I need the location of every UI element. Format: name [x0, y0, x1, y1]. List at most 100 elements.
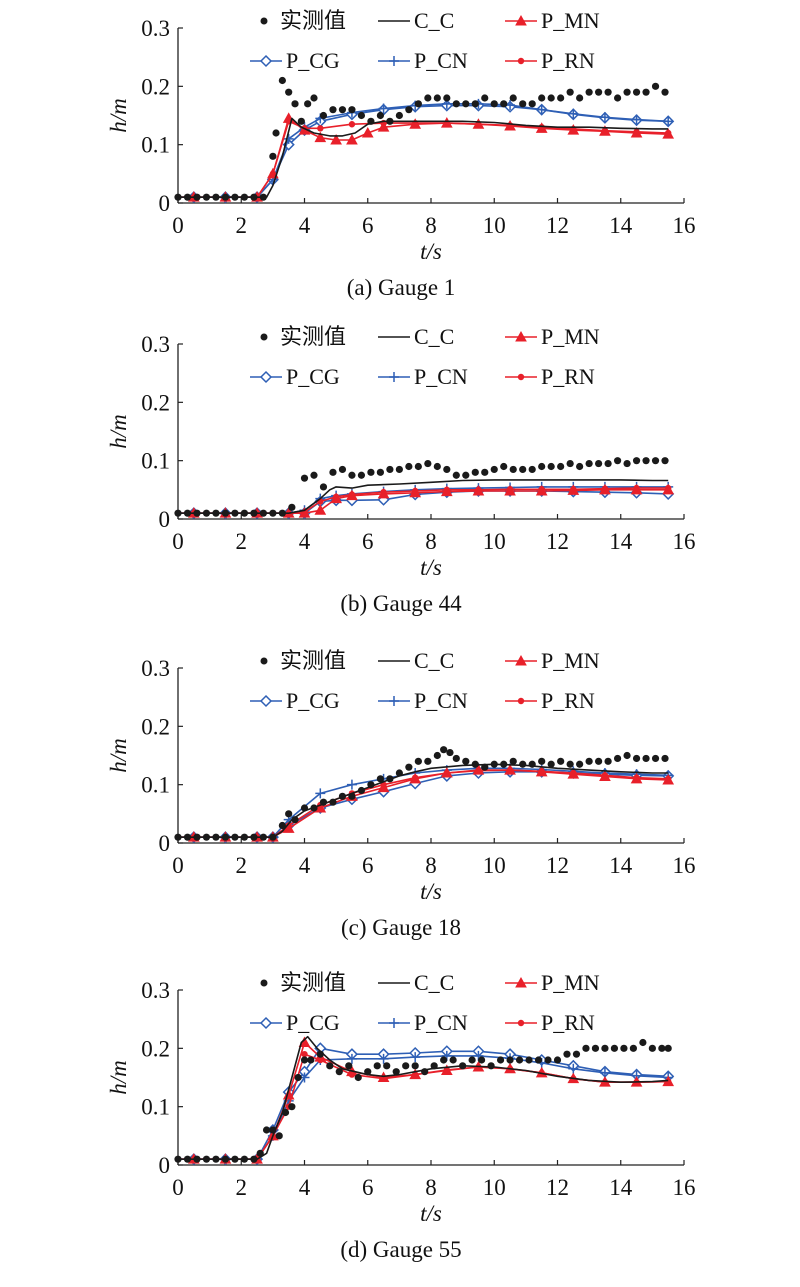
x-tick-label: 8	[425, 853, 437, 878]
series-marker-p_rn	[348, 121, 356, 128]
x-tick-label: 0	[172, 529, 184, 554]
measured-point	[212, 509, 220, 517]
measured-point	[291, 100, 299, 108]
measured-point	[572, 1050, 581, 1058]
measured-point	[430, 1062, 438, 1070]
measured-point	[446, 748, 454, 757]
measured-point	[632, 88, 641, 96]
series-marker-p_mn	[330, 492, 342, 504]
legend-label-pmn: P_MN	[541, 8, 600, 33]
measured-point	[613, 457, 622, 465]
legend-label-pcn: P_CN	[414, 688, 468, 713]
measured-point	[500, 100, 508, 108]
series-line-p_cn	[178, 767, 669, 839]
measured-point	[557, 94, 565, 102]
measured-point	[462, 100, 470, 108]
measured-point	[481, 94, 489, 102]
measured-point	[576, 94, 584, 102]
measured-point	[348, 106, 356, 114]
y-tick-label: 0	[159, 1153, 171, 1178]
series-marker-p_mn	[535, 765, 548, 777]
series-marker-p_cn	[315, 788, 326, 799]
measured-point	[202, 509, 211, 517]
measured-point	[528, 465, 536, 474]
measured-point	[338, 106, 347, 114]
x-tick-label: 8	[425, 1175, 437, 1200]
measured-point	[269, 833, 277, 841]
measured-point	[500, 462, 508, 471]
legend-marker-pcg	[259, 370, 273, 384]
measured-point	[373, 1062, 381, 1070]
measured-point	[269, 152, 277, 160]
legend-marker-prn	[517, 1019, 525, 1027]
legend-marker-pcn	[389, 1018, 399, 1028]
series-marker-p_mn	[298, 507, 311, 518]
measured-point	[547, 94, 555, 102]
y-axis-label: h/m	[106, 414, 131, 449]
series-line-p_cg	[178, 1047, 669, 1160]
series-line-c_c	[178, 1035, 669, 1160]
measured-point	[405, 106, 413, 114]
series-line-p_mn	[178, 769, 669, 839]
series-marker-p_mn	[567, 768, 580, 779]
measured-point	[376, 468, 384, 476]
series-marker-p_cn	[283, 133, 294, 144]
series-marker-p_mn	[504, 119, 516, 131]
measured-point	[405, 462, 413, 471]
series-marker-p_mn	[599, 125, 611, 136]
measured-point	[642, 754, 650, 763]
series-marker-p_mn	[377, 121, 390, 132]
x-axis-label: t/s	[420, 1201, 442, 1226]
measured-point	[468, 1056, 476, 1064]
series-marker-p_mn	[630, 126, 643, 138]
legend-label-pcg: P_CG	[286, 1010, 340, 1035]
y-tick-label: 0.3	[141, 332, 170, 357]
legend-label-measured: 实测值	[280, 325, 346, 350]
measured-point	[623, 88, 631, 96]
series-marker-p_cn	[378, 1053, 389, 1064]
measured-point	[319, 483, 328, 491]
chart-panel-2: 0 2 4 6 8 10 12 14 16 0 0.1 0.2 0.3 t/s h/m (b) Gauge 4…	[106, 324, 696, 616]
series-marker-p_mn	[440, 117, 453, 128]
measured-point	[557, 462, 565, 471]
measured-point	[281, 1108, 290, 1117]
measured-point	[563, 1050, 571, 1058]
measured-point	[202, 1155, 211, 1163]
series-marker-p_rn	[317, 125, 324, 132]
legend-marker-measured	[260, 17, 268, 25]
measured-point	[193, 833, 201, 841]
measured-point	[300, 804, 309, 812]
panel-caption: (a) Gauge 1	[347, 275, 456, 300]
measured-point	[221, 193, 230, 201]
measured-point	[345, 1062, 353, 1070]
chart-panel-1: 0 2 4 6 8 10 12 14 16 0 0.1 0.2 0.3 t/s h/m (a) Gauge 1…	[106, 8, 696, 300]
series-line-p_rn	[178, 120, 669, 198]
legend-label-pcn: P_CN	[414, 1010, 468, 1035]
measured-point	[338, 465, 347, 474]
series-marker-p_cn	[631, 114, 642, 125]
series-marker-p_mn	[472, 484, 485, 496]
measured-point	[300, 474, 309, 482]
measured-point	[367, 117, 375, 125]
measured-point	[300, 1056, 309, 1064]
legend-marker-measured	[260, 333, 268, 341]
measured-point	[566, 459, 574, 468]
series-marker-p_mn	[599, 483, 611, 495]
measured-point	[212, 193, 220, 201]
x-tick-label: 2	[236, 853, 248, 878]
measured-point	[651, 82, 660, 90]
series-marker-p_mn	[535, 122, 548, 133]
y-tick-label: 0.1	[141, 1095, 170, 1120]
x-tick-label: 4	[299, 853, 311, 878]
measured-point	[183, 1155, 192, 1163]
x-axis-label: t/s	[420, 239, 442, 264]
series-line-p_cg	[178, 770, 669, 839]
legend-label-prn: P_RN	[541, 688, 595, 713]
series-marker-p_cn	[536, 104, 547, 115]
measured-point	[496, 1056, 505, 1064]
series-line-p_cn	[178, 103, 669, 198]
series-marker-p_mn	[409, 118, 422, 129]
legend-label-cc: C_C	[414, 970, 454, 995]
x-tick-label: 4	[299, 1175, 311, 1200]
